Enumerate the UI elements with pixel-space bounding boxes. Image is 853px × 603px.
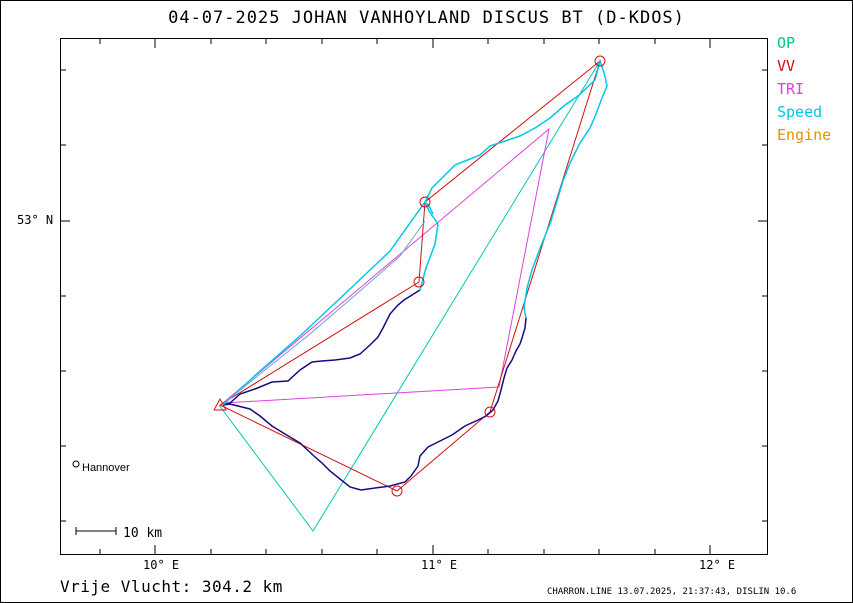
lon-tick-label-11: 11° E <box>421 558 458 572</box>
scale-bar-label: 10 km <box>123 526 162 541</box>
flight-track-fast <box>222 58 608 406</box>
turnpoint-marker <box>413 276 425 288</box>
legend-vv-label: VV <box>777 57 796 75</box>
legend-op: OP <box>777 34 795 52</box>
flight-track-fast-2 <box>419 201 439 291</box>
vv-route-line <box>219 59 601 492</box>
turnpoint-marker <box>419 196 431 208</box>
scale-bar <box>75 527 117 535</box>
turnpoint-marker <box>484 406 496 418</box>
flight-track-outbound <box>222 220 426 405</box>
lon-tick-label-12: 12° E <box>699 558 736 572</box>
start-triangle-marker <box>213 397 227 411</box>
legend-engine-label: Engine <box>777 126 832 144</box>
free-flight-distance: Vrije Vlucht: 304.2 km <box>60 577 283 596</box>
legend-op-label: OP <box>777 34 796 52</box>
legend-vv: VV <box>777 57 795 75</box>
map-plot-area[interactable]: Hannover 10 km <box>60 38 768 555</box>
legend-tri-label: TRI <box>777 80 805 98</box>
legend-speed: Speed <box>777 103 822 121</box>
flight-title: 04-07-2025 JOHAN VANHOYLAND DISCUS BT (D… <box>168 8 685 28</box>
axis-ticks <box>60 38 768 555</box>
tri-route-line <box>221 127 550 404</box>
turnpoint-marker <box>391 485 403 497</box>
map-canvas: Hannover 10 km <box>60 38 768 555</box>
op-route-line <box>218 60 601 532</box>
flight-track-slow <box>222 317 527 491</box>
software-credit: CHARRON.LINE 13.07.2025, 21:37:43, DISLI… <box>547 587 797 597</box>
legend-engine: Engine <box>777 126 831 144</box>
city-label-hannover: Hannover <box>82 462 130 474</box>
turnpoint-marker <box>594 55 606 67</box>
city-marker <box>72 460 80 468</box>
lat-tick-label: 53° N <box>17 213 54 227</box>
legend-tri: TRI <box>777 80 804 98</box>
lon-tick-label-10: 10° E <box>143 558 180 572</box>
legend-speed-label: Speed <box>777 103 823 121</box>
flight-track-slow-2 <box>222 289 421 406</box>
